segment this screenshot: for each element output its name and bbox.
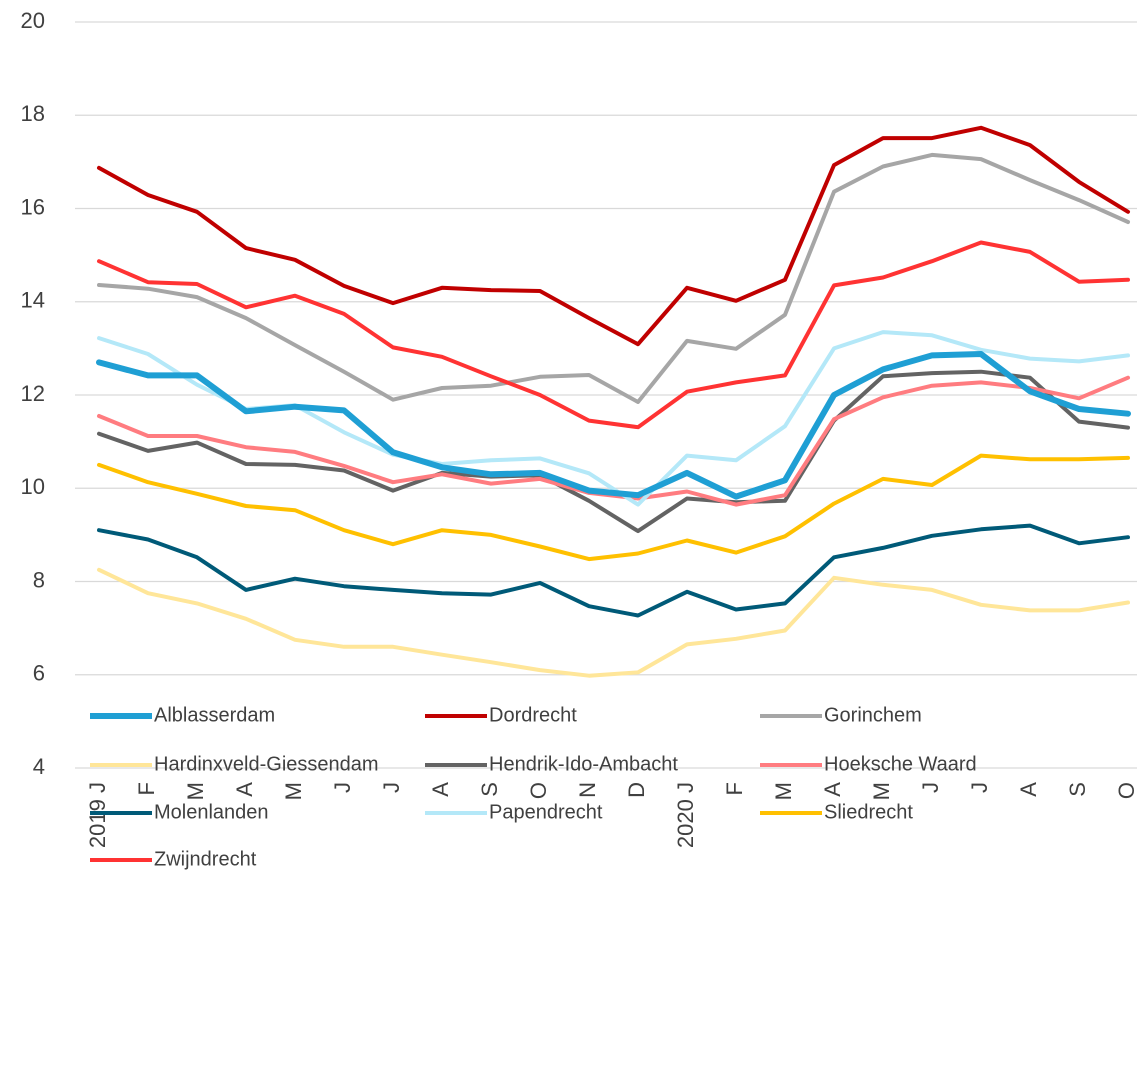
x-tick-label: S (1065, 782, 1090, 797)
series-line (97, 125, 1130, 347)
series-line (97, 567, 1130, 678)
x-tick-label: 2019 J (85, 782, 110, 848)
x-tick-label: J (379, 782, 404, 793)
y-tick-label: 6 (33, 661, 45, 686)
x-tick-label: A (820, 782, 845, 797)
legend-label: Molenlanden (154, 801, 269, 823)
x-tick-label: 2020 J (673, 782, 698, 848)
x-tick-label: N (575, 782, 600, 798)
x-tick-label: M (869, 782, 894, 800)
series-line (97, 375, 1130, 507)
y-tick-label: 16 (21, 194, 45, 219)
x-tick-label: J (918, 782, 943, 793)
x-tick-label: A (428, 782, 453, 797)
x-tick-label: D (624, 782, 649, 798)
series-line (96, 351, 1131, 500)
y-tick-label: 10 (21, 474, 45, 499)
x-tick-label: M (771, 782, 796, 800)
x-tick-label: A (1016, 782, 1041, 797)
legend-label: Alblasserdam (154, 704, 275, 726)
x-tick-label: O (1114, 782, 1137, 799)
series-line (97, 330, 1130, 507)
x-tick-label: A (232, 782, 257, 797)
series-line (97, 523, 1130, 618)
y-tick-label: 8 (33, 567, 45, 592)
x-tick-label: J (330, 782, 355, 793)
x-tick-label: O (526, 782, 551, 799)
x-tick-label: J (967, 782, 992, 793)
y-tick-label: 14 (21, 288, 45, 313)
series-line (97, 152, 1130, 404)
legend-label: Dordrecht (489, 704, 577, 726)
legend-label: Hoeksche Waard (824, 753, 977, 775)
y-tick-label: 4 (33, 754, 45, 779)
legend-label: Papendrecht (489, 801, 603, 823)
series-line (97, 453, 1130, 562)
legend-label: Hendrik-Ido-Ambacht (489, 753, 678, 775)
legend-label: Hardinxveld-Giessendam (154, 753, 379, 775)
legend-label: Gorinchem (824, 704, 922, 726)
y-tick-label: 18 (21, 101, 45, 126)
x-tick-label: F (722, 782, 747, 795)
y-tick-label: 12 (21, 381, 45, 406)
y-tick-label: 20 (21, 8, 45, 33)
series-line (97, 240, 1130, 430)
x-tick-label: S (477, 782, 502, 797)
x-tick-label: F (134, 782, 159, 795)
legend-label: Sliedrecht (824, 801, 913, 823)
x-tick-label: M (183, 782, 208, 800)
x-tick-label: M (281, 782, 306, 800)
legend-label: Zwijndrecht (154, 848, 257, 870)
series-line (97, 369, 1130, 534)
